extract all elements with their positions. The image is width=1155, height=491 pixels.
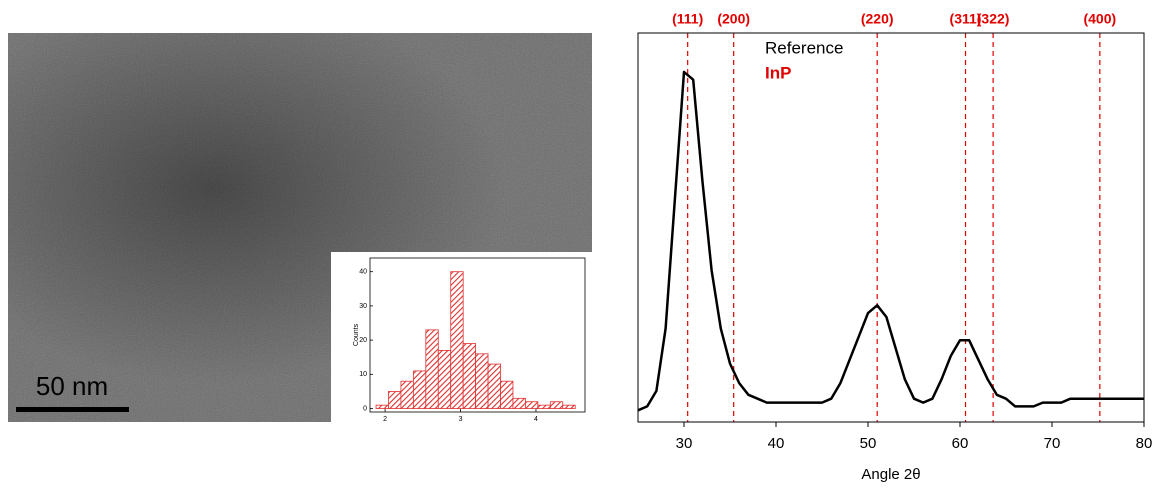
x-tick-label: 70 <box>1044 435 1061 452</box>
x-tick-label: 3 <box>459 416 463 423</box>
x-tick-label: 30 <box>676 435 693 452</box>
y-tick-label: 40 <box>359 269 367 276</box>
y-tick-label: 20 <box>359 337 367 344</box>
x-tick-label: 50 <box>860 435 877 452</box>
reference-label: (322) <box>977 11 1010 27</box>
x-tick-label: 60 <box>952 435 969 452</box>
bar <box>562 404 576 409</box>
plot-frame <box>369 257 586 413</box>
x-tick-label: 80 <box>1136 435 1153 452</box>
x-axis-label: Angle 2θ <box>861 466 920 483</box>
bar <box>475 353 489 409</box>
bar <box>388 391 402 409</box>
annotation: InP <box>765 63 791 82</box>
bar <box>425 329 439 409</box>
x-tick-label: 40 <box>768 435 785 452</box>
bar <box>549 401 564 409</box>
data-line <box>637 70 1144 412</box>
y-tick-label: 30 <box>359 303 367 310</box>
annotation: Reference <box>765 38 843 57</box>
x-tick-label: 2 <box>383 416 387 423</box>
bar <box>512 397 526 409</box>
bar <box>487 363 501 409</box>
y-tick-label: 0 <box>363 405 367 412</box>
y-axis-label: Counts <box>353 323 360 346</box>
reference-label: (400) <box>1083 11 1116 27</box>
bar <box>412 370 427 409</box>
y-tick-label: 10 <box>359 371 367 378</box>
bar <box>437 349 452 409</box>
reference-label: (111) <box>672 11 703 27</box>
bar <box>462 343 477 409</box>
scale-bar <box>16 407 129 412</box>
bar <box>500 380 514 409</box>
reference-label: (220) <box>861 11 894 27</box>
reference-label: (200) <box>717 11 750 27</box>
reference-label: (311) <box>950 11 982 27</box>
scale-bar-label: 50 nm <box>36 371 108 401</box>
bar <box>537 404 551 409</box>
bar <box>400 380 414 409</box>
bar <box>375 404 389 409</box>
bar <box>525 401 539 409</box>
x-tick-label: 4 <box>534 416 538 423</box>
plot-frame <box>637 32 1145 423</box>
bar <box>450 271 464 409</box>
